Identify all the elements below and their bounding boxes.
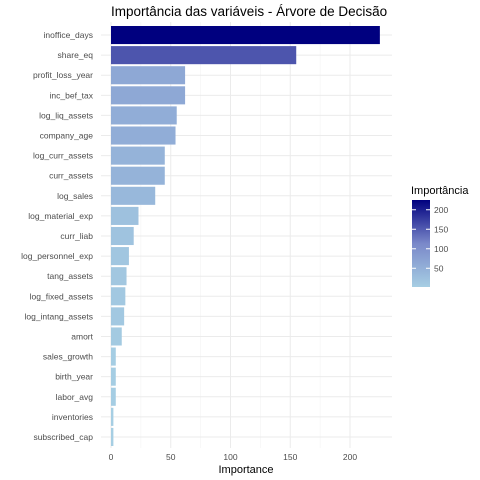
y-tick-label-labor_avg: labor_avg	[56, 392, 94, 402]
bar-log_personnel_exp	[111, 247, 129, 266]
plot-grid	[101, 22, 392, 448]
y-tick-label-tang_assets: tang_assets	[47, 271, 93, 281]
y-tick-label-inventories: inventories	[52, 412, 93, 422]
y-tick-label-amort: amort	[71, 331, 93, 341]
y-tick-label-subscribed_cap: subscribed_cap	[33, 432, 93, 442]
bar-inventories	[111, 407, 114, 426]
y-tick-label-log_material_exp: log_material_exp	[28, 211, 93, 221]
legend-tick-label-100: 100	[434, 244, 448, 254]
bar-log_curr_assets	[111, 146, 165, 165]
x-tick-label-100: 100	[223, 452, 237, 462]
legend-ticks: 50 100 150 200	[412, 205, 448, 273]
bar-log_liq_assets	[111, 106, 177, 125]
y-tick-label-log_intang_assets: log_intang_assets	[24, 311, 93, 321]
y-tick-label-profit_loss_year: profit_loss_year	[33, 70, 93, 80]
x-tick-label-200: 200	[343, 452, 357, 462]
y-tick-label-birth_year: birth_year	[55, 372, 93, 382]
bar-inc_bef_tax	[111, 86, 186, 105]
bar-amort	[111, 327, 122, 346]
legend-title: Importância	[411, 185, 469, 197]
y-tick-label-inoffice_days: inoffice_days	[44, 30, 93, 40]
x-tick-label-0: 0	[109, 452, 114, 462]
x-axis-labels: 0 50 100 150 200	[109, 452, 358, 462]
bar-company_age	[111, 126, 176, 145]
legend: Importância 50 100 150 200	[411, 185, 469, 287]
bar-curr_assets	[111, 166, 165, 185]
bars	[111, 26, 380, 446]
y-axis-labels: inoffice_days share_eq profit_loss_yearinc…	[21, 30, 94, 442]
y-tick-label-curr_liab: curr_liab	[60, 231, 93, 241]
bar-inoffice_days	[111, 26, 380, 45]
bar-log_intang_assets	[111, 307, 125, 326]
bar-sales_growth	[111, 347, 116, 366]
bar-log_material_exp	[111, 206, 139, 225]
legend-tick-label-50: 50	[434, 263, 444, 273]
x-tick-label-150: 150	[283, 452, 297, 462]
y-tick-label-company_age: company_age	[40, 131, 94, 141]
bar-subscribed_cap	[111, 427, 114, 446]
y-tick-label-log_sales: log_sales	[57, 191, 93, 201]
bar-birth_year	[111, 367, 116, 386]
y-tick-label-log_fixed_assets: log_fixed_assets	[30, 291, 93, 301]
y-tick-label-inc_bef_tax: inc_bef_tax	[50, 90, 94, 100]
bar-profit_loss_year	[111, 66, 186, 85]
y-tick-label-sales_growth: sales_growth	[43, 352, 93, 362]
y-tick-label-log_liq_assets: log_liq_assets	[39, 110, 93, 120]
legend-tick-label-200: 200	[434, 205, 448, 215]
chart-title: Importância das variáveis - Árvore de De…	[111, 4, 387, 19]
bar-share_eq	[111, 46, 297, 65]
x-axis-title: Importance	[218, 464, 273, 476]
legend-colorbar	[412, 200, 430, 287]
bar-log_sales	[111, 186, 156, 205]
bar-curr_liab	[111, 226, 134, 246]
x-tick-label-50: 50	[166, 452, 176, 462]
y-tick-label-log_curr_assets: log_curr_assets	[33, 151, 93, 161]
y-tick-label-log_personnel_exp: log_personnel_exp	[21, 251, 93, 261]
bar-log_fixed_assets	[111, 287, 126, 306]
y-tick-label-curr_assets: curr_assets	[49, 171, 93, 181]
y-tick-label-share_eq: share_eq	[58, 50, 94, 60]
bar-labor_avg	[111, 387, 116, 406]
bar-tang_assets	[111, 267, 127, 286]
legend-tick-label-150: 150	[434, 224, 448, 234]
